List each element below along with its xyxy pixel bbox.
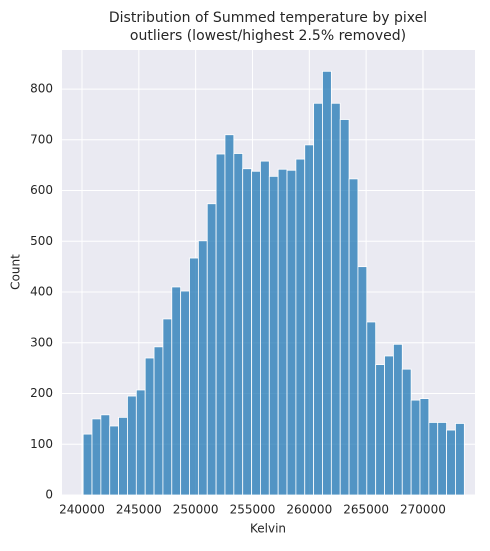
x-tick-label: 245000 bbox=[116, 503, 162, 517]
x-tick-label: 260000 bbox=[286, 503, 332, 517]
bar bbox=[82, 433, 93, 496]
bar bbox=[180, 290, 190, 496]
bar bbox=[437, 422, 447, 496]
bar bbox=[348, 178, 359, 496]
bar bbox=[100, 414, 111, 496]
bar bbox=[384, 355, 394, 496]
y-tick-label: 700 bbox=[30, 132, 53, 146]
bar bbox=[304, 144, 315, 496]
bar bbox=[295, 158, 306, 496]
bar bbox=[224, 134, 235, 496]
bar bbox=[313, 102, 323, 496]
y-tick-label: 200 bbox=[30, 386, 53, 400]
bar bbox=[330, 102, 341, 496]
bar bbox=[410, 399, 421, 496]
x-tick-label: 240000 bbox=[59, 503, 105, 517]
chart-title: outliers (lowest/highest 2.5% removed) bbox=[130, 28, 406, 44]
bar bbox=[206, 203, 217, 496]
bar bbox=[242, 168, 252, 496]
y-tick-label: 100 bbox=[30, 437, 53, 451]
bar bbox=[171, 286, 182, 496]
bar bbox=[268, 175, 279, 496]
bar bbox=[189, 257, 199, 496]
bar bbox=[260, 160, 270, 496]
x-tick-label: 270000 bbox=[400, 503, 446, 517]
y-tick-label: 500 bbox=[30, 234, 53, 248]
bar bbox=[215, 153, 226, 496]
x-tick-label: 250000 bbox=[173, 503, 219, 517]
bar bbox=[393, 343, 403, 496]
bar bbox=[357, 266, 368, 496]
y-tick-label: 400 bbox=[30, 285, 53, 299]
chart-title: Distribution of Summed temperature by pi… bbox=[109, 10, 427, 26]
bar bbox=[91, 418, 102, 496]
x-tick-label: 255000 bbox=[230, 503, 276, 517]
bar bbox=[118, 416, 128, 496]
bar bbox=[251, 170, 261, 496]
bar bbox=[233, 153, 244, 496]
y-tick-label: 800 bbox=[30, 82, 53, 96]
y-tick-label: 0 bbox=[45, 488, 53, 502]
bar bbox=[375, 364, 385, 496]
y-tick-label: 600 bbox=[30, 183, 53, 197]
bar bbox=[419, 398, 430, 496]
x-tick-label: 265000 bbox=[343, 503, 389, 517]
bar bbox=[135, 389, 146, 496]
bar bbox=[428, 422, 439, 496]
bar bbox=[144, 357, 155, 496]
bar bbox=[286, 169, 297, 496]
bar bbox=[366, 321, 377, 496]
bar bbox=[153, 346, 164, 496]
y-tick-label: 300 bbox=[30, 335, 53, 349]
bar bbox=[162, 318, 173, 496]
bar bbox=[401, 368, 412, 496]
bar bbox=[197, 240, 208, 496]
bar bbox=[446, 429, 456, 496]
bar bbox=[339, 119, 350, 496]
bar bbox=[127, 395, 137, 496]
y-axis-label: Count bbox=[9, 254, 23, 290]
bar bbox=[109, 425, 119, 496]
bar bbox=[277, 168, 288, 496]
x-axis-label: Kelvin bbox=[250, 522, 286, 536]
bar bbox=[455, 423, 465, 496]
bar bbox=[322, 70, 332, 496]
